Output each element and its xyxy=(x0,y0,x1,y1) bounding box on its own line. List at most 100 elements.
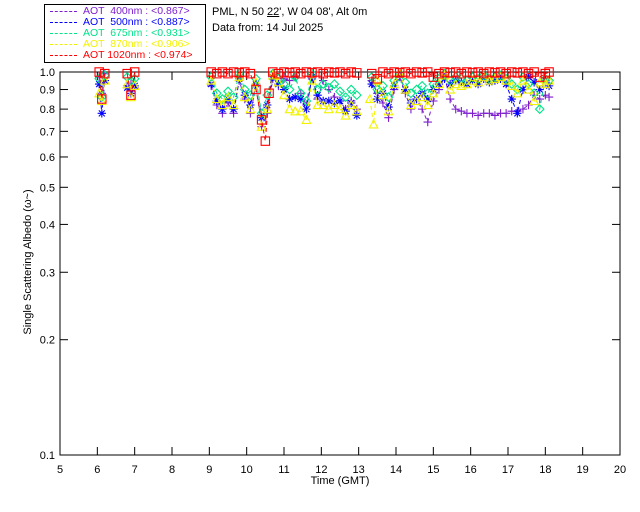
square-marker-icon xyxy=(518,67,528,77)
asterisk-marker-icon xyxy=(423,94,432,104)
square-marker-icon xyxy=(129,67,140,77)
y-tick-label: 0.9 xyxy=(40,85,55,97)
triangle-marker-icon xyxy=(445,84,456,94)
triangle-marker-icon xyxy=(377,89,389,100)
y-tick-label: 0.1 xyxy=(40,450,55,462)
square-marker-icon xyxy=(100,68,110,79)
triangle-marker-icon xyxy=(400,84,411,94)
plot-frame xyxy=(59,71,621,456)
diamond-marker-icon xyxy=(96,92,107,103)
square-marker-icon xyxy=(260,136,271,146)
square-marker-icon xyxy=(245,68,256,79)
asterisk-marker-icon xyxy=(313,90,322,100)
plus-marker-icon xyxy=(501,109,511,118)
square-marker-icon xyxy=(122,68,132,79)
x-tick-label: 20 xyxy=(614,464,626,476)
diamond-marker-icon xyxy=(223,86,233,97)
y-axis-title: Single Scattering Albedo (ω~) xyxy=(22,189,34,334)
x-tick-label: 6 xyxy=(94,464,100,476)
x-tick-label: 19 xyxy=(577,464,589,476)
square-marker-icon xyxy=(301,67,312,77)
asterisk-marker-icon xyxy=(473,79,483,89)
triangle-marker-icon xyxy=(368,118,379,129)
triangle-marker-icon xyxy=(334,103,346,114)
asterisk-marker-icon xyxy=(324,96,333,106)
asterisk-marker-icon xyxy=(223,94,233,104)
triangle-marker-icon xyxy=(99,75,110,85)
plus-marker-icon xyxy=(246,109,255,118)
diamond-marker-icon xyxy=(495,70,506,81)
triangle-marker-icon xyxy=(312,99,323,110)
x-tick-label: 14 xyxy=(390,464,402,476)
data-date-label: Data from: 14 Jul 2025 xyxy=(212,22,324,34)
triangle-marker-icon xyxy=(267,70,278,80)
square-marker-icon xyxy=(352,68,362,78)
square-marker-icon xyxy=(439,67,450,77)
plus-marker-icon xyxy=(518,104,528,114)
triangle-marker-icon xyxy=(450,78,461,89)
diamond-marker-icon xyxy=(329,79,340,90)
asterisk-marker-icon xyxy=(367,79,376,89)
plus-marker-icon xyxy=(468,109,477,118)
diamond-marker-icon xyxy=(478,70,489,81)
triangle-marker-icon xyxy=(473,76,484,87)
x-tick-label: 17 xyxy=(502,464,514,476)
triangle-marker-icon xyxy=(523,84,534,94)
station-title-part: 22 xyxy=(267,6,280,18)
legend-item-675nm: AOT 675nm : <0.931> xyxy=(45,28,205,39)
diamond-marker-icon xyxy=(295,88,306,99)
diamond-marker-icon xyxy=(417,80,428,91)
triangle-marker-icon xyxy=(428,87,439,98)
square-marker-icon xyxy=(400,67,411,77)
legend-dash-sample-icon xyxy=(50,44,77,45)
legend-item-500nm: AOT 500nm : <0.887> xyxy=(45,17,205,28)
triangle-marker-icon xyxy=(346,99,357,110)
triangle-marker-icon xyxy=(383,105,394,116)
plus-marker-icon xyxy=(445,94,455,104)
asterisk-marker-icon xyxy=(97,109,107,118)
diamond-marker-icon xyxy=(422,88,433,99)
asterisk-marker-icon xyxy=(335,96,345,106)
triangle-marker-icon xyxy=(543,75,555,85)
y-tick-label: 0.7 xyxy=(40,126,55,138)
square-marker-icon xyxy=(473,67,483,77)
square-marker-icon xyxy=(290,67,300,77)
asterisk-marker-icon xyxy=(535,85,544,94)
diamond-marker-icon xyxy=(318,79,329,90)
diamond-marker-icon xyxy=(346,84,357,95)
x-tick-label: 11 xyxy=(278,464,289,476)
asterisk-marker-icon xyxy=(95,79,104,89)
square-marker-icon xyxy=(450,67,461,77)
square-marker-icon xyxy=(506,67,517,77)
triangle-marker-icon xyxy=(422,99,433,110)
legend-item-870nm: AOT 870nm : <0.906> xyxy=(45,39,205,50)
diamond-marker-icon xyxy=(307,68,317,79)
x-tick-label: 15 xyxy=(427,464,439,476)
triangle-marker-icon xyxy=(512,87,523,98)
square-marker-icon xyxy=(378,67,388,77)
triangle-marker-icon xyxy=(478,71,489,82)
x-tick-label: 10 xyxy=(241,464,253,476)
square-marker-icon xyxy=(217,67,228,77)
triangle-marker-icon xyxy=(239,91,250,102)
triangle-marker-icon xyxy=(262,103,273,114)
square-marker-icon xyxy=(366,68,377,79)
triangle-marker-icon xyxy=(278,89,290,100)
square-marker-icon xyxy=(389,67,399,77)
y-tick-label: 0.5 xyxy=(40,182,55,194)
triangle-marker-icon xyxy=(228,99,239,110)
legend-dash-sample-icon xyxy=(50,22,77,23)
asterisk-marker-icon xyxy=(507,94,516,104)
diamond-marker-icon xyxy=(523,79,534,90)
triangle-marker-icon xyxy=(389,78,400,89)
y-tick-label: 0.2 xyxy=(40,335,55,347)
asterisk-marker-icon xyxy=(212,96,221,106)
diamond-marker-icon xyxy=(534,104,545,115)
square-marker-icon xyxy=(312,67,323,77)
asterisk-marker-icon xyxy=(296,94,305,104)
triangle-marker-icon xyxy=(290,105,301,116)
plus-marker-icon xyxy=(473,111,483,120)
triangle-marker-icon xyxy=(529,95,540,106)
square-marker-icon xyxy=(484,67,495,77)
